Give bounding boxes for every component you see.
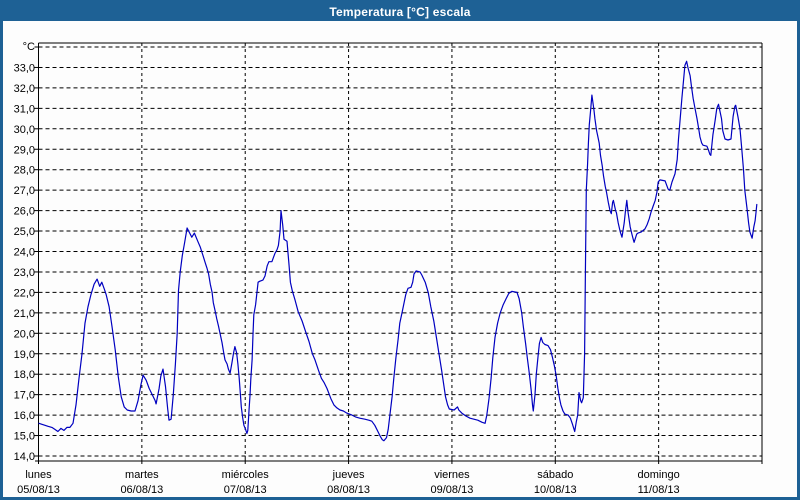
window-title: Temperatura [°C] escala — [329, 5, 471, 19]
window-title-bar[interactable]: Temperatura [°C] escala — [3, 3, 797, 21]
